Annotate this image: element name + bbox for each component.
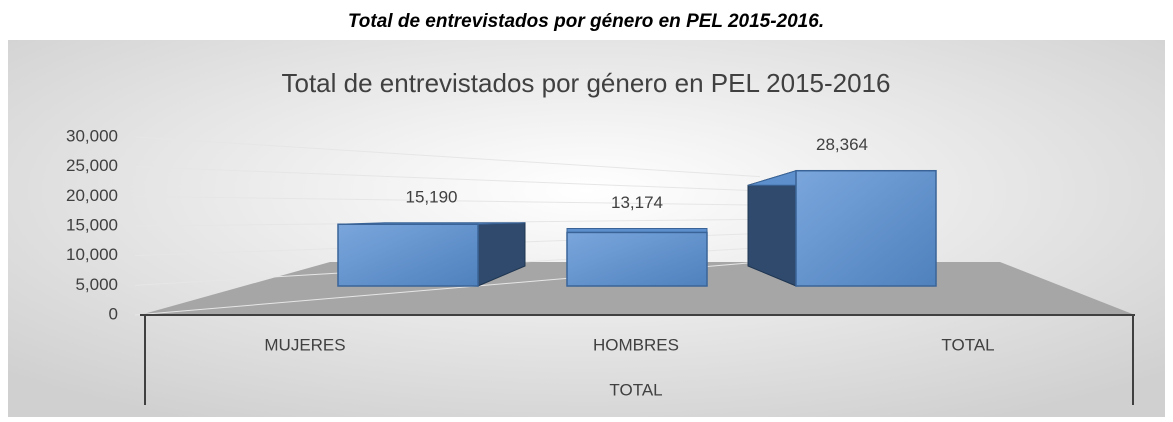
group-label: TOTAL [609, 380, 662, 399]
y-tick-label: 30,000 [66, 126, 118, 145]
x-tick-label: MUJERES [264, 335, 345, 354]
grid-line [134, 166, 761, 192]
grid-line [134, 136, 761, 178]
value-label: 13,174 [611, 193, 663, 212]
y-tick-label: 25,000 [66, 156, 118, 175]
chart-title: Total de entrevistados por género en PEL… [281, 68, 890, 98]
y-tick-label: 0 [109, 304, 118, 323]
y-tick-label: 5,000 [75, 275, 118, 294]
y-tick-label: 10,000 [66, 245, 118, 264]
caption: Total de entrevistados por género en PEL… [348, 11, 824, 32]
grid-line [134, 195, 761, 206]
bar [795, 169, 937, 287]
value-label: 28,364 [816, 135, 868, 154]
bar-side [747, 170, 797, 287]
x-tick-label: TOTAL [941, 335, 994, 354]
value-label: 15,190 [406, 187, 458, 206]
bar [566, 231, 708, 287]
y-tick-label: 15,000 [66, 215, 118, 234]
bar [337, 223, 479, 287]
y-tick-label: 20,000 [66, 186, 118, 205]
x-tick-label: HOMBRES [593, 335, 679, 354]
